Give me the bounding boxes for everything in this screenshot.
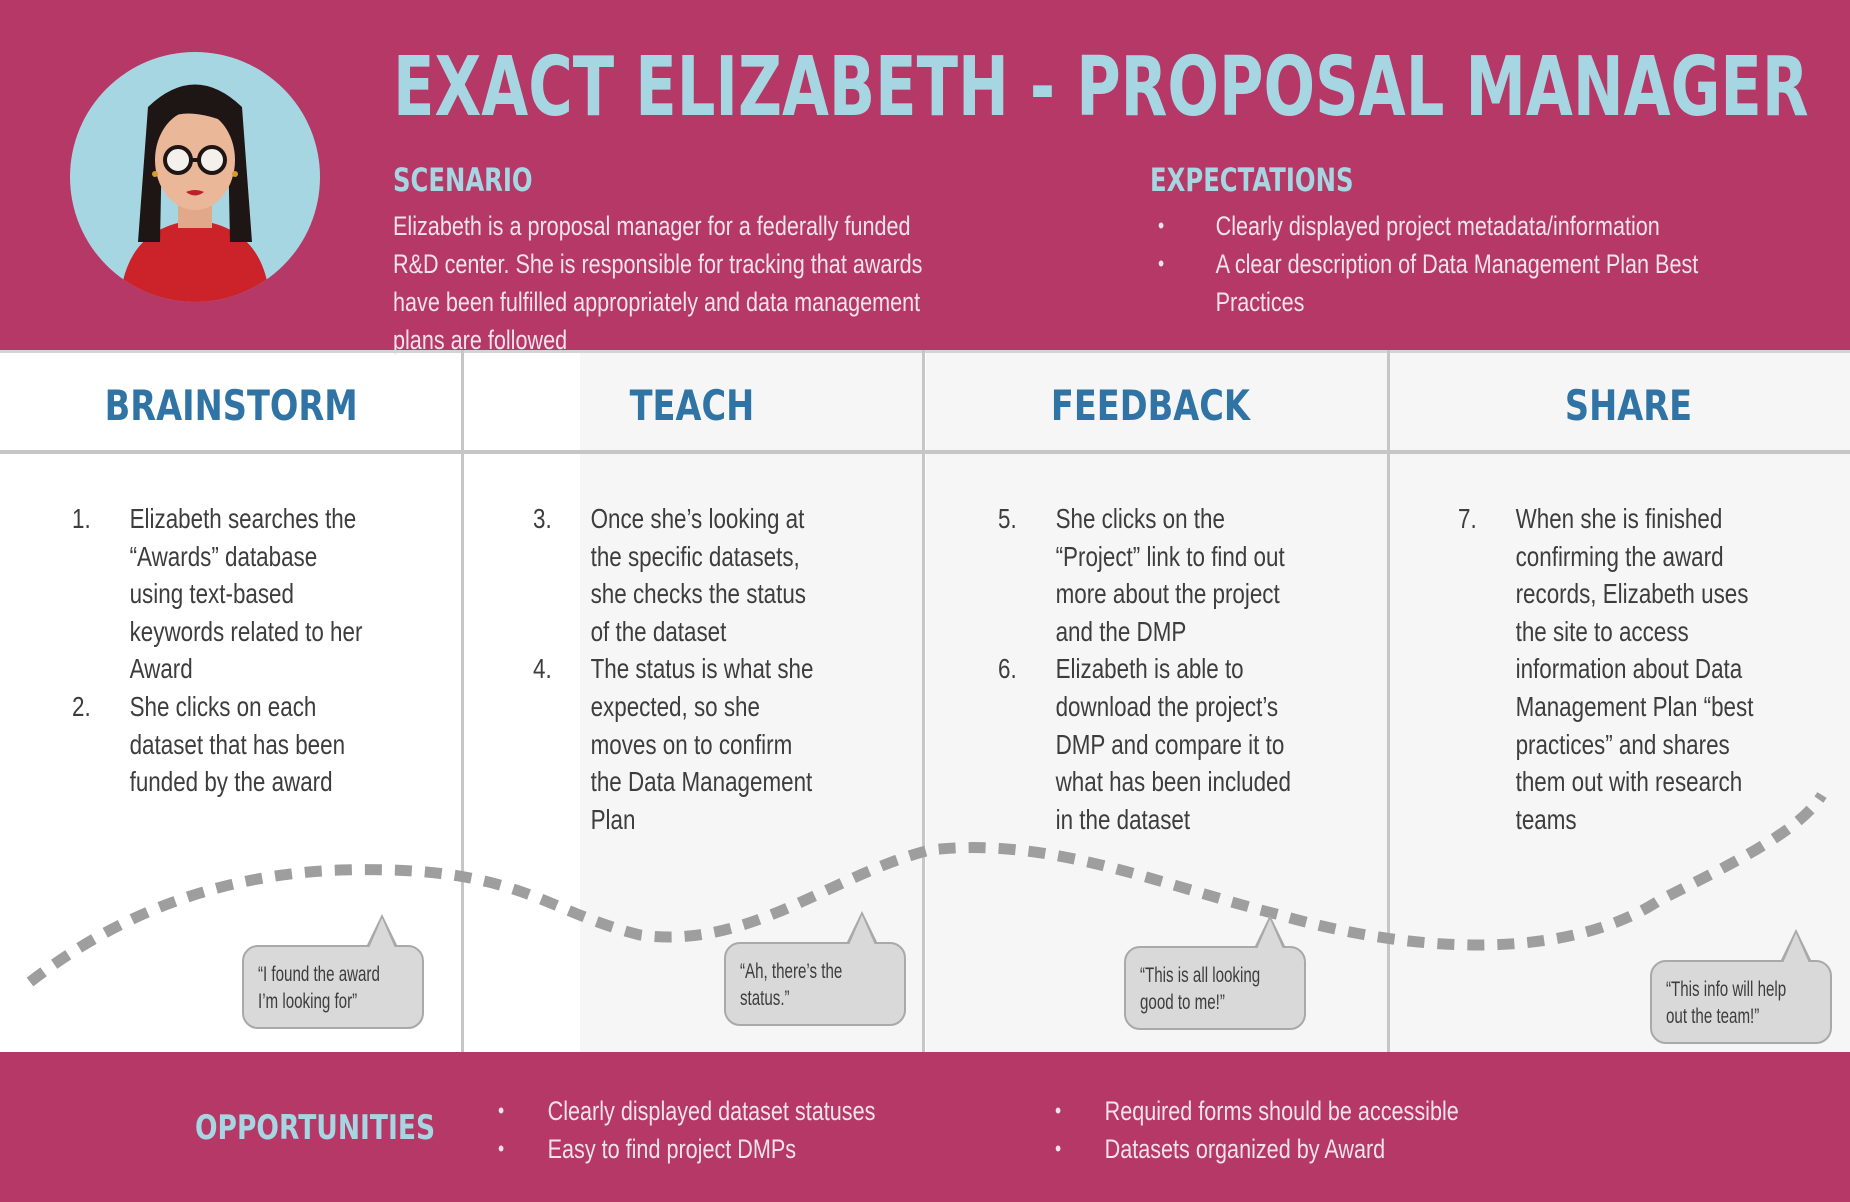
step-number: 6. [998,653,1017,685]
step-number: 1. [72,503,91,534]
bubble-tail [1254,915,1286,949]
step-number: 2. [72,690,91,722]
scenario-heading: SCENARIO [393,161,533,199]
step-number: 3. [533,503,552,534]
quote-bubble-teach: “Ah, there’s the status.” [724,911,906,1026]
opportunity-item: Required forms should be accessible [1055,1092,1459,1130]
step-item: 4. The status is what she expected, so sh… [533,650,829,838]
step-text: She clicks on the “Project” link to find… [1055,503,1285,647]
scenario-text: Elizabeth is a proposal manager for a fe… [393,211,923,355]
step-text: Once she’s looking at the specific datas… [590,503,807,647]
column-divider [922,350,925,1052]
bubble-tail [1780,929,1812,963]
opportunities-list-1: Clearly displayed dataset statuses Easy … [498,1092,875,1168]
expectation-item: A clear description of Data Management P… [1158,245,1734,321]
opportunities-list-2: Required forms should be accessible Data… [1055,1092,1459,1168]
feedback-steps: 5. She clicks on the “Project” link to fi… [998,500,1294,838]
opportunity-item: Datasets organized by Award [1055,1130,1459,1168]
teach-steps: 3. Once she’s looking at the specific dat… [533,500,829,838]
board-top-border [0,350,1850,353]
step-item: 3. Once she’s looking at the specific dat… [533,500,829,650]
step-text: Elizabeth is able to download the projec… [1055,653,1291,835]
expectations-heading: EXPECTATIONS [1150,161,1354,199]
step-text: She clicks on each dataset that has been… [129,690,346,798]
opportunities-band [0,1052,1850,1202]
opportunity-item: Clearly displayed dataset statuses [498,1092,875,1130]
step-text: The status is what she expected, so she … [590,653,814,835]
step-item: 6. Elizabeth is able to download the proj… [998,650,1294,838]
step-item: 7. When she is finished confirming the aw… [1458,500,1754,838]
step-number: 4. [533,653,552,685]
quote-bubble-feedback: “This is all looking good to me!” [1124,915,1306,1030]
step-text: Elizabeth searches the “Awards” database… [129,503,363,685]
brainstorm-steps: 1. Elizabeth searches the “Awards” databa… [72,500,368,801]
page-title: EXACT ELIZABETH - PROPOSAL MANAGER [393,40,1809,135]
quote-bubble-share: “This info will help out the team!” [1650,929,1832,1044]
quote-text: “This is all looking good to me!” [1140,964,1261,1014]
bubble-tail [846,911,878,945]
step-item: 1. Elizabeth searches the “Awards” databa… [72,500,368,688]
stage-title-brainstorm: BRAINSTORM [104,381,358,430]
stage-header-divider [0,450,1850,454]
quote-text: “Ah, there’s the status.” [740,960,843,1010]
step-item: 2. She clicks on each dataset that has be… [72,688,368,801]
opportunity-item: Easy to find project DMPs [498,1130,875,1168]
header-band: EXACT ELIZABETH - PROPOSAL MANAGER SCENA… [0,0,1850,355]
stage-title-teach: TEACH [629,381,755,430]
expectation-item: Clearly displayed project metadata/infor… [1158,207,1734,245]
step-number: 7. [1458,503,1477,534]
step-text: When she is finished confirming the awar… [1515,503,1754,835]
column-divider [1387,350,1390,1052]
avatar-icon [70,52,320,302]
step-item: 5. She clicks on the “Project” link to fi… [998,500,1294,650]
stage-title-share: SHARE [1564,381,1692,430]
quote-text: “This info will help out the team!” [1666,978,1787,1028]
quote-text: “I found the award I’m looking for” [258,963,380,1013]
share-steps: 7. When she is finished confirming the aw… [1458,500,1754,838]
stage-title-feedback: FEEDBACK [1050,381,1250,430]
opportunities-heading: OPPORTUNITIES [195,1108,436,1148]
bubble-tail [366,914,398,948]
column-divider [461,350,464,1052]
expectations-list: Clearly displayed project metadata/infor… [1158,207,1734,321]
step-number: 5. [998,503,1017,534]
quote-bubble-brainstorm: “I found the award I’m looking for” [242,914,424,1029]
